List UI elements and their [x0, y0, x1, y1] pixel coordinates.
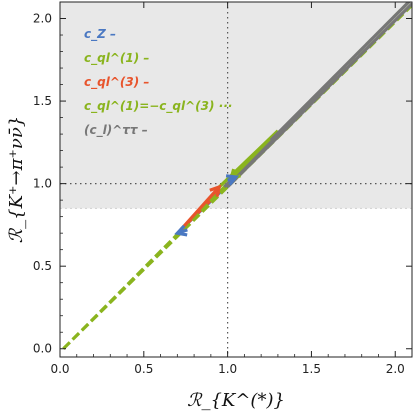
arrow-head-3	[225, 174, 240, 186]
series-arrows	[174, 137, 271, 237]
arrow-shaft-0	[179, 185, 221, 231]
arrow-shaft-1	[229, 137, 271, 180]
arrow-head-0	[209, 184, 222, 198]
x-tick-label: 1.5	[302, 362, 321, 376]
series-line-6	[226, 2, 412, 189]
legend-entry: (c_l)^ττ –	[84, 123, 148, 138]
legend-entry: c_Z –	[84, 27, 116, 42]
y-tick-label: 1.0	[33, 177, 52, 191]
x-tick-label: 0.5	[134, 362, 153, 376]
series-lines	[62, 2, 412, 350]
x-tick-label: 0.0	[50, 362, 69, 376]
x-tick-label: 2.0	[386, 362, 405, 376]
legend-entry: c_ql^(1) –	[84, 51, 149, 66]
x-axis-title: ℛ_{K^(*)}	[187, 390, 285, 411]
reference-lines	[60, 2, 412, 357]
axis-ticks: 0.0 0.5 1.0 1.5 2.0 0.0 0.5 1.0 1.5 2.0	[33, 2, 412, 376]
arrow-head-2	[174, 224, 188, 237]
plot-frame	[59, 1, 413, 358]
legend: c_Z – c_ql^(1) – c_ql^(3) – c_ql^(1)=−c_ql^…	[84, 27, 232, 138]
x-tick-label: 1.0	[218, 362, 237, 376]
y-tick-label: 2.0	[33, 12, 52, 26]
y-tick-label: 0.5	[33, 259, 52, 273]
legend-entry: c_ql^(3) –	[84, 75, 149, 90]
y-tick-label: 0.0	[33, 342, 52, 356]
plot-border	[59, 1, 413, 358]
legend-entry: c_ql^(1)=−c_ql^(3) ···	[84, 99, 232, 114]
y-axis-title: ℛ_{K⁺→π⁺νν̄}	[6, 116, 27, 244]
y-tick-label: 1.5	[33, 94, 52, 108]
